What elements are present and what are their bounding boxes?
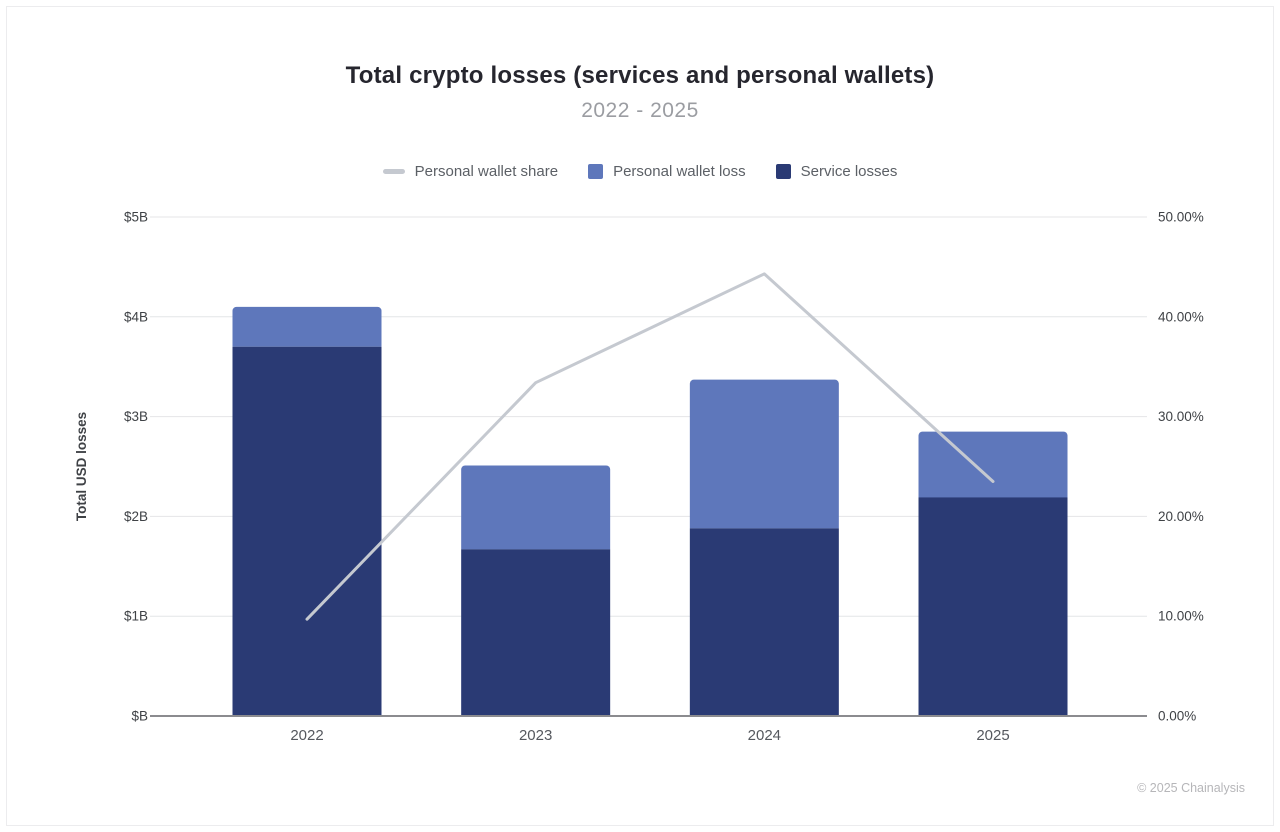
bar-2024-service-losses bbox=[689, 528, 839, 716]
y-axis-right-tick-label: 20.00% bbox=[1158, 509, 1204, 524]
legend-item-service-losses[interactable]: Service losses bbox=[775, 163, 898, 180]
personal-wallet-share-line bbox=[305, 272, 995, 621]
legend-item-personal-wallet-loss[interactable]: Personal wallet loss bbox=[588, 163, 746, 180]
line-swatch-icon bbox=[382, 169, 405, 174]
x-axis-tick-label: 2022 bbox=[290, 727, 323, 744]
bar-2022-service-losses bbox=[232, 346, 382, 716]
bar-2022-personal-wallet-loss bbox=[232, 306, 382, 347]
square-swatch-icon bbox=[775, 164, 791, 179]
y-axis-right-tick-label: 10.00% bbox=[1158, 609, 1204, 624]
legend-label-personal-wallet-loss: Personal wallet loss bbox=[613, 163, 746, 180]
chart-canvas: $B $1B $2B $3B $4B $5B 0.00% 10.00% 20.00% 30.00%… bbox=[74, 210, 1204, 745]
page-subtitle: 2022 - 2025 bbox=[581, 99, 699, 122]
y-axis-right-tick-label: 0.00% bbox=[1158, 709, 1196, 724]
bar-2025-service-losses bbox=[918, 497, 1068, 716]
y-axis-title: Total USD losses bbox=[74, 412, 89, 521]
x-axis-tick-label: 2025 bbox=[976, 727, 1009, 744]
y-axis-right-tick-label: 40.00% bbox=[1158, 309, 1204, 324]
y-axis-left-tick-label: $2B bbox=[124, 509, 148, 524]
y-axis-left-tick-label: $1B bbox=[124, 609, 148, 624]
square-swatch-icon bbox=[588, 164, 604, 179]
x-axis-tick-label: 2023 bbox=[519, 727, 552, 744]
y-axis-right-tick-label: 30.00% bbox=[1158, 409, 1204, 424]
x-axis-tick-label: 2024 bbox=[748, 727, 781, 744]
y-axis-left-tick-label: $5B bbox=[124, 210, 148, 225]
bar-2024-personal-wallet-loss bbox=[689, 379, 839, 529]
legend-item-personal-wallet-share[interactable]: Personal wallet share bbox=[382, 163, 559, 180]
bar-2023-service-losses bbox=[461, 549, 611, 716]
y-axis-left-tick-label: $B bbox=[131, 709, 148, 724]
legend-label-personal-wallet-share: Personal wallet share bbox=[414, 163, 559, 180]
y-axis-right-tick-label: 50.00% bbox=[1158, 210, 1204, 225]
bar-2023-personal-wallet-loss bbox=[461, 465, 611, 550]
legend-label-service-losses: Service losses bbox=[800, 163, 898, 180]
page-title: Total crypto losses (services and person… bbox=[345, 62, 935, 89]
y-axis-left-tick-label: $4B bbox=[124, 309, 148, 324]
y-axis-left-tick-label: $3B bbox=[124, 409, 148, 424]
legend: Personal wallet share Personal wallet lo… bbox=[0, 163, 1280, 180]
bar-2025-personal-wallet-loss bbox=[918, 431, 1068, 498]
footer-copyright: © 2025 Chainalysis bbox=[1137, 781, 1245, 795]
